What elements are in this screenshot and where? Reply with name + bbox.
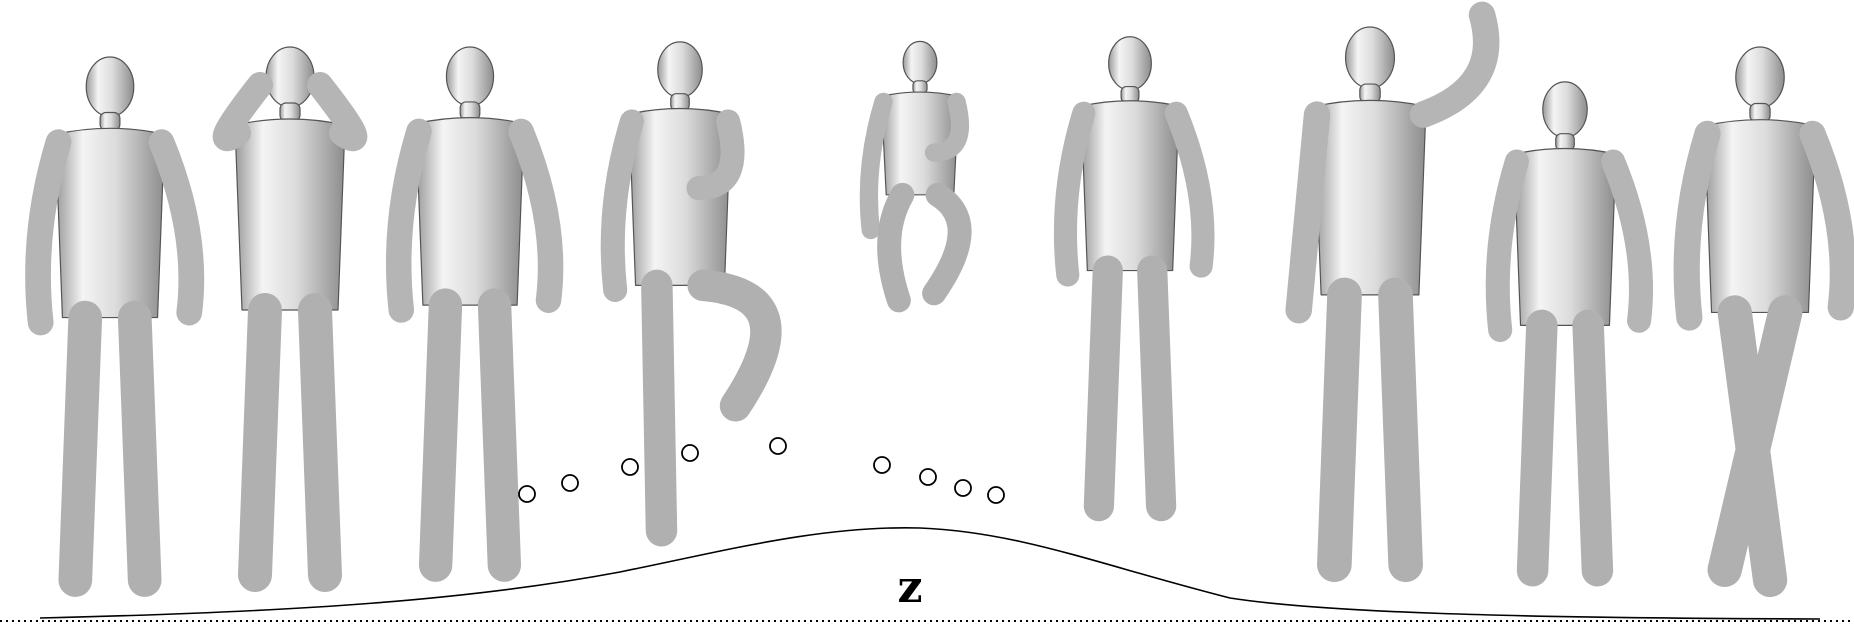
sample-point-7	[919, 468, 937, 486]
human-mesh-figure-5	[859, 40, 972, 313]
human-mesh-figure-4	[600, 41, 782, 547]
sample-point-4	[681, 444, 699, 462]
sample-point-2	[561, 474, 579, 492]
sample-point-3	[621, 458, 639, 476]
sample-point-6	[873, 456, 891, 474]
sample-point-5	[769, 437, 787, 455]
human-mesh-figure-2	[212, 46, 368, 592]
sample-point-1	[518, 485, 536, 503]
human-mesh-figure-8	[1485, 81, 1654, 587]
gaussian-curve	[39, 526, 1821, 620]
human-mesh-figure-9	[1673, 46, 1854, 598]
latent-variable-label: z	[897, 562, 923, 613]
human-mesh-figure-6	[1053, 36, 1215, 522]
human-mesh-figure-1	[25, 56, 205, 597]
sample-point-9	[987, 486, 1005, 504]
human-mesh-figure-7	[1285, 1, 1500, 583]
sample-point-8	[954, 479, 972, 497]
human-mesh-figure-3	[385, 46, 564, 582]
